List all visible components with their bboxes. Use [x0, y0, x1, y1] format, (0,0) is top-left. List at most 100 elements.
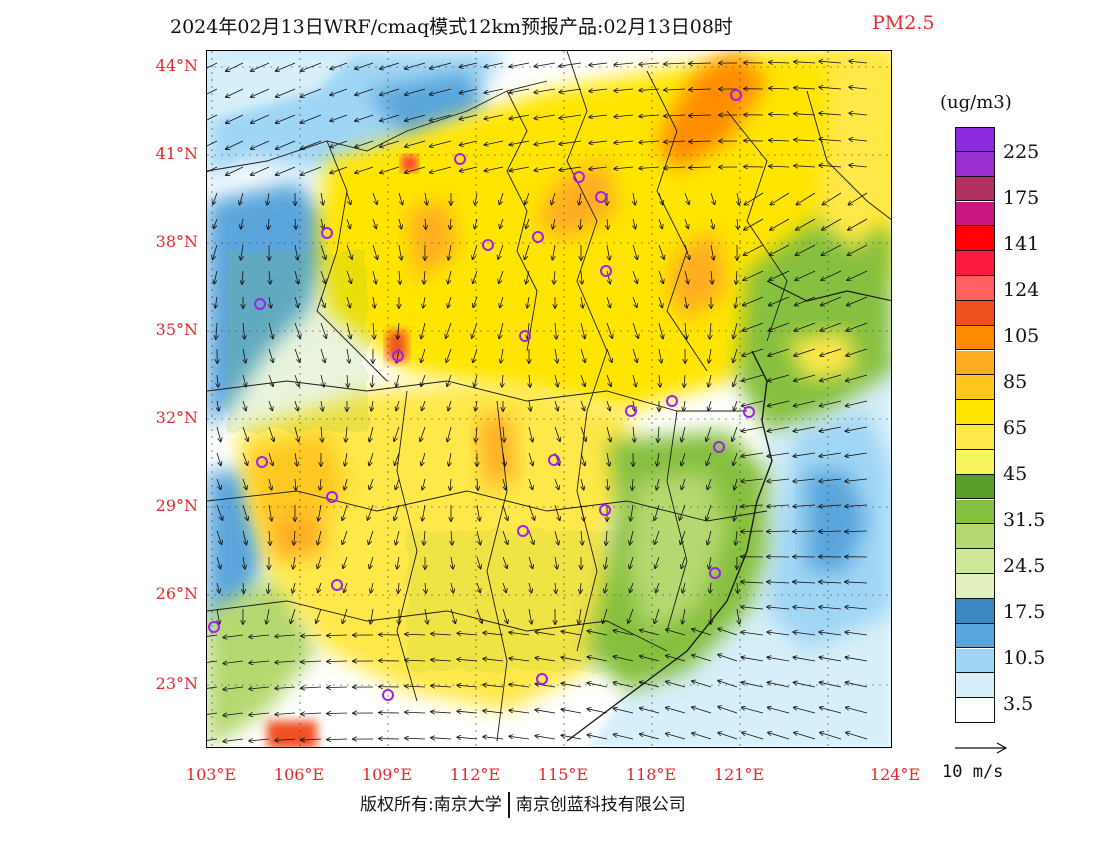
- wind-vector: [243, 556, 245, 569]
- footer-separator: [507, 792, 510, 818]
- wind-vector: [395, 478, 400, 489]
- wind-vector: [320, 322, 326, 338]
- wind-vector: [431, 712, 452, 713]
- colorbar-tick: 124: [1003, 279, 1040, 301]
- wind-vector: [275, 713, 296, 715]
- wind-vector: [370, 608, 373, 624]
- wind-vector: [343, 608, 348, 623]
- wind-vector: [655, 556, 660, 568]
- wind-vector: [707, 530, 712, 545]
- wind-vector: [223, 660, 244, 664]
- wind-vector: [845, 531, 868, 532]
- wind-vector: [473, 270, 478, 283]
- wind-vector: [793, 531, 816, 532]
- wind-vector: [395, 452, 400, 465]
- wind-vector: [606, 348, 612, 362]
- wind-vector: [614, 708, 634, 714]
- wind-vector: [796, 218, 816, 230]
- city-marker: [573, 171, 585, 183]
- wind-vector: [555, 322, 556, 339]
- colorbar-swatch: [955, 648, 995, 674]
- wind-vector: [680, 530, 686, 544]
- wind-vector: [372, 192, 377, 204]
- wind-vector: [475, 400, 477, 411]
- wind-vector: [733, 348, 738, 362]
- wind-vector: [269, 296, 271, 308]
- wind-vector: [213, 192, 218, 204]
- wind-vector: [581, 530, 582, 545]
- lon-label: 115°E: [537, 765, 589, 784]
- wind-vector: [589, 167, 608, 169]
- wind-vector: [845, 452, 868, 456]
- city-marker: [625, 405, 637, 417]
- wind-vector: [457, 685, 478, 687]
- colorbar-swatch: [955, 524, 995, 550]
- wind-vector: [845, 607, 868, 609]
- wind-vector: [640, 630, 660, 636]
- wind-vector: [372, 374, 373, 387]
- wind-vector: [849, 61, 868, 63]
- wind-vector: [473, 244, 478, 259]
- lon-label: 124°E: [869, 765, 921, 784]
- wind-vector: [525, 192, 530, 204]
- wind-vector: [580, 348, 585, 362]
- wind-vector: [251, 140, 270, 149]
- wind-vector: [732, 426, 738, 441]
- wind-vector: [249, 713, 270, 715]
- wind-vector: [743, 270, 764, 280]
- wind-vector: [223, 738, 244, 742]
- wind-vector: [685, 322, 687, 339]
- wind-vector: [767, 632, 790, 636]
- wind-vector: [207, 114, 218, 121]
- city-marker: [254, 298, 266, 310]
- wind-vector: [405, 634, 426, 635]
- wind-vector: [580, 582, 581, 593]
- wind-vector: [295, 400, 298, 411]
- wind-vector: [249, 661, 270, 663]
- wind-vector: [658, 296, 662, 308]
- wind-vector: [301, 739, 322, 740]
- wind-vector: [587, 657, 608, 662]
- wind-vector: [734, 478, 737, 490]
- wind-vector: [369, 426, 374, 442]
- wind-vector: [794, 114, 816, 115]
- wind-vector: [741, 426, 764, 431]
- wind-vector: [460, 62, 478, 67]
- wind-vector: [268, 504, 272, 521]
- wind-vector: [742, 733, 764, 740]
- wind-vector: [689, 89, 712, 90]
- wind-vector: [476, 426, 477, 442]
- wind-vector: [509, 632, 530, 636]
- wind-vector: [606, 296, 610, 308]
- wind-vector: [421, 452, 426, 465]
- wind-vector: [405, 140, 426, 147]
- wind-vector: [207, 166, 218, 173]
- colorbar-unit: (ug/m3): [940, 92, 1012, 113]
- wind-vector: [291, 608, 296, 623]
- wind-vector: [561, 631, 582, 636]
- wind-vector: [736, 270, 737, 284]
- colorbar-tick: 225: [1003, 141, 1040, 163]
- wind-vector: [503, 426, 504, 442]
- wind-vector: [275, 661, 296, 663]
- wind-vector: [317, 556, 322, 568]
- wind-vector: [589, 115, 608, 117]
- wind-vector: [820, 707, 842, 714]
- wind-vector: [666, 630, 686, 636]
- wind-vector: [794, 707, 816, 714]
- colorbar-swatch: [955, 449, 995, 475]
- wind-vector: [819, 531, 842, 532]
- wind-vector: [449, 452, 451, 466]
- wind-vector: [614, 89, 634, 91]
- wind-vector: [744, 218, 764, 230]
- wind-vector: [685, 296, 687, 308]
- wind-vector: [484, 114, 504, 119]
- wind-vector: [251, 166, 270, 175]
- wind-vector: [327, 661, 348, 662]
- wind-vector: [535, 658, 556, 662]
- wind-vector: [535, 632, 556, 636]
- lon-label: 112°E: [449, 765, 501, 784]
- wind-vector: [398, 582, 399, 593]
- wind-vector: [355, 140, 374, 147]
- wind-vector: [580, 504, 584, 521]
